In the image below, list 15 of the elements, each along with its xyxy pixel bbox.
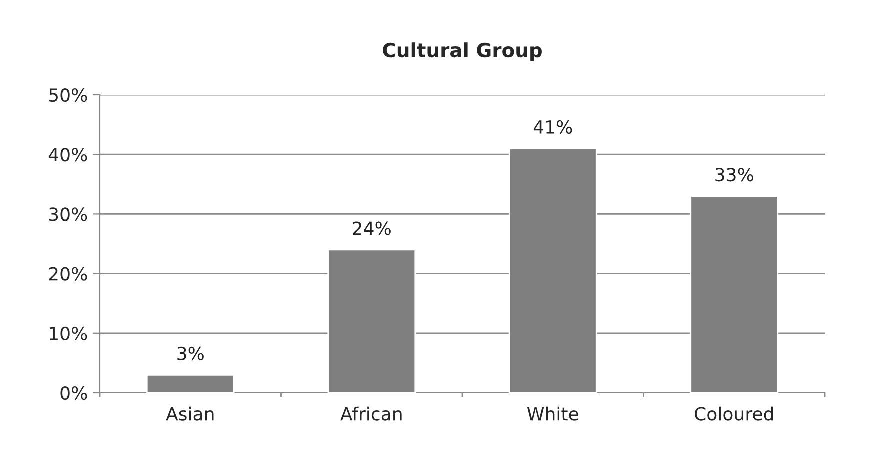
x-tick-label: African — [340, 406, 402, 421]
data-label: 24% — [353, 222, 391, 236]
x-tick-label: Asian — [166, 406, 214, 421]
y-tick-label: 0% — [60, 386, 88, 400]
data-label: 41% — [534, 120, 572, 134]
data-label: 33% — [716, 168, 754, 182]
y-tick-label: 20% — [49, 267, 88, 281]
y-tick-label: 40% — [48, 148, 88, 162]
y-tick-label: 10% — [50, 326, 88, 341]
x-tick-label: White — [527, 406, 578, 421]
y-tick-label: 50% — [49, 88, 88, 102]
data-label: 3% — [178, 346, 204, 361]
y-tick-label: 30% — [49, 208, 88, 222]
chart-title: Cultural Group — [383, 42, 542, 62]
x-tick-label: Coloured — [695, 406, 774, 421]
